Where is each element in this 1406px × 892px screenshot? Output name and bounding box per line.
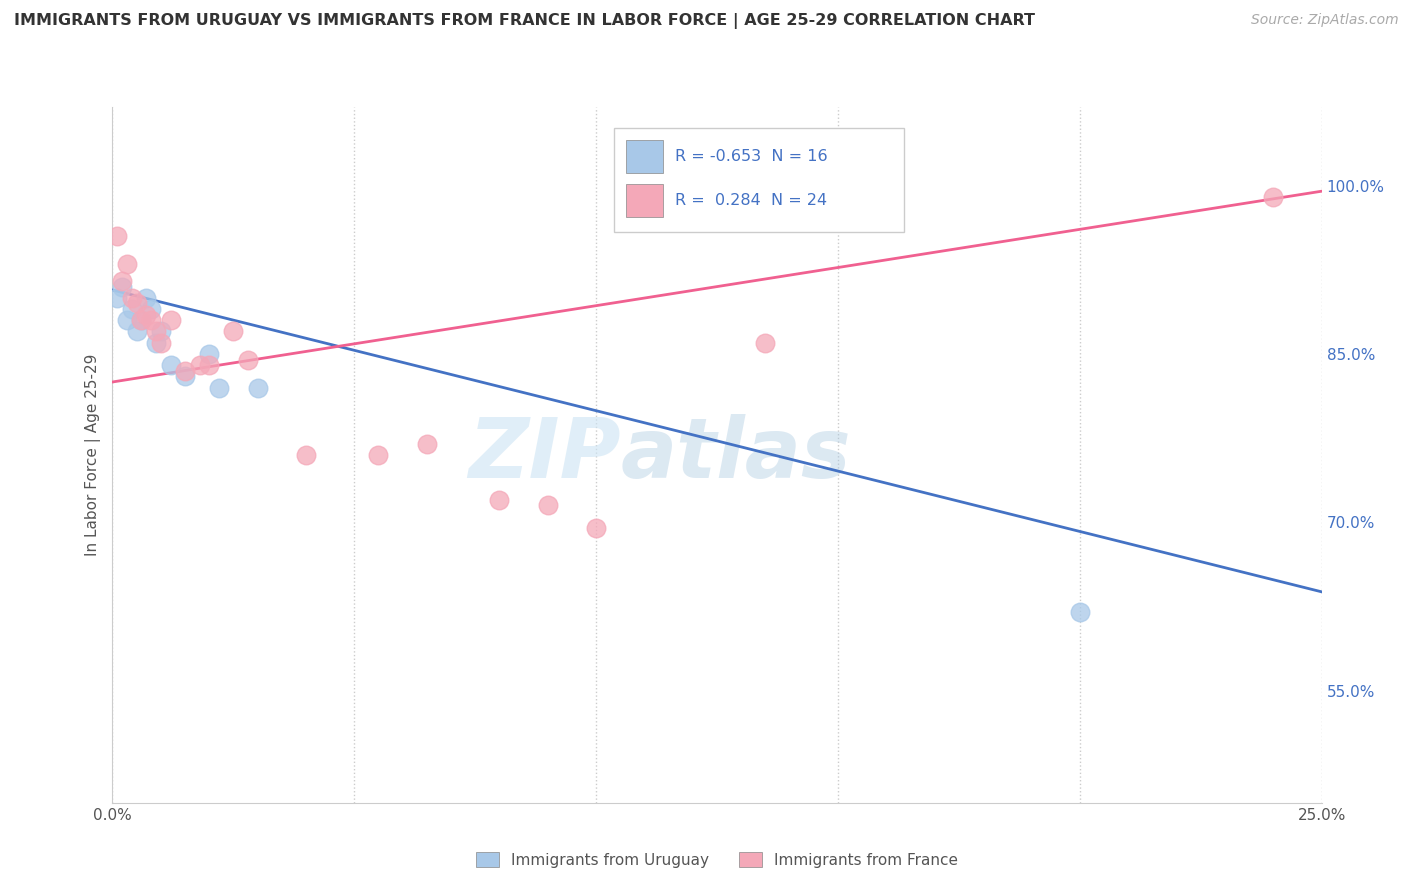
Point: [159, 358, 181, 372]
Point: [149, 335, 172, 350]
Point: [105, 229, 128, 244]
Point: [188, 358, 211, 372]
Point: [145, 325, 167, 339]
Point: [125, 325, 148, 339]
Text: R = -0.653  N = 16: R = -0.653 N = 16: [675, 149, 827, 164]
Point: [111, 274, 134, 288]
Text: R =  0.284  N = 24: R = 0.284 N = 24: [675, 193, 827, 208]
Point: [121, 291, 143, 305]
Point: [1263, 190, 1285, 204]
Point: [105, 291, 128, 305]
Text: atlas: atlas: [620, 415, 851, 495]
Text: Source: ZipAtlas.com: Source: ZipAtlas.com: [1251, 13, 1399, 28]
Bar: [626, 140, 662, 173]
Point: [537, 499, 560, 513]
Point: [145, 335, 167, 350]
Point: [1069, 605, 1091, 619]
Point: [141, 313, 163, 327]
Point: [488, 492, 510, 507]
Point: [585, 521, 607, 535]
Point: [131, 313, 153, 327]
Point: [198, 358, 221, 372]
Point: [198, 347, 221, 361]
Point: [135, 291, 157, 305]
Point: [125, 296, 148, 310]
Point: [246, 381, 269, 395]
Point: [149, 325, 172, 339]
Point: [135, 308, 157, 322]
FancyBboxPatch shape: [614, 128, 904, 232]
Point: [367, 448, 389, 462]
Point: [141, 301, 163, 316]
Point: [111, 279, 134, 293]
Point: [222, 325, 245, 339]
Point: [174, 364, 197, 378]
Legend: Immigrants from Uruguay, Immigrants from France: Immigrants from Uruguay, Immigrants from…: [468, 844, 966, 875]
Point: [416, 436, 439, 450]
Point: [754, 335, 776, 350]
Point: [295, 448, 318, 462]
Text: ZIP: ZIP: [468, 415, 620, 495]
Bar: [626, 184, 662, 217]
Point: [121, 301, 143, 316]
Point: [208, 381, 231, 395]
Point: [131, 313, 153, 327]
Text: IMMIGRANTS FROM URUGUAY VS IMMIGRANTS FROM FRANCE IN LABOR FORCE | AGE 25-29 COR: IMMIGRANTS FROM URUGUAY VS IMMIGRANTS FR…: [14, 13, 1035, 29]
Point: [115, 313, 138, 327]
Point: [115, 257, 138, 271]
Point: [174, 369, 197, 384]
Point: [236, 352, 259, 367]
Y-axis label: In Labor Force | Age 25-29: In Labor Force | Age 25-29: [86, 354, 101, 556]
Point: [159, 313, 181, 327]
